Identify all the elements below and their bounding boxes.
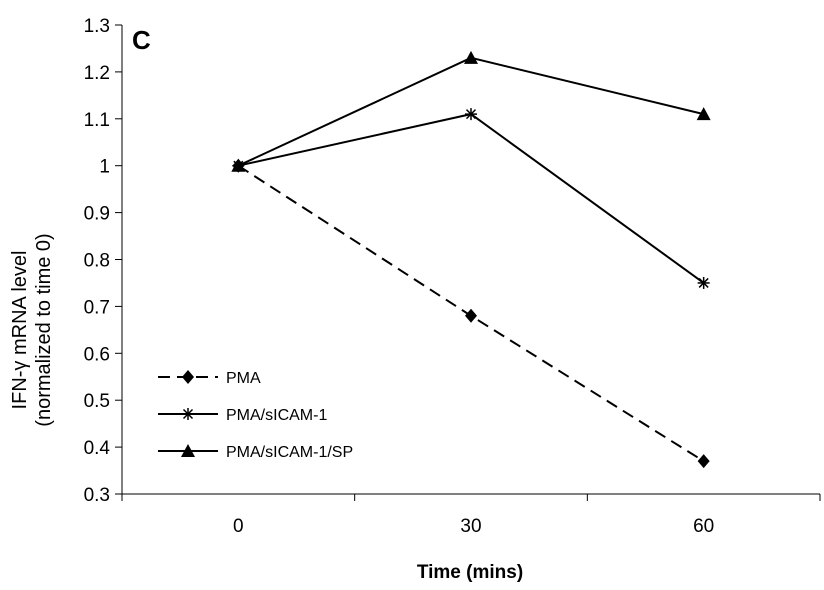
panel-label: C bbox=[132, 25, 151, 55]
data-point bbox=[465, 108, 477, 121]
legend-marker bbox=[182, 370, 194, 384]
series-line-1 bbox=[238, 113, 705, 284]
legend-item-0: PMA bbox=[158, 370, 261, 387]
legend-label: PMA/sICAM-1 bbox=[226, 407, 327, 424]
y-tick-label: 0.5 bbox=[84, 391, 110, 412]
data-point bbox=[464, 50, 478, 64]
y-axis-label-line2: (normalized to time 0) bbox=[33, 233, 55, 426]
data-point bbox=[697, 276, 710, 289]
x-tick-label: 60 bbox=[693, 516, 714, 537]
legend-marker bbox=[181, 444, 195, 457]
y-tick-label: 0.3 bbox=[84, 485, 110, 506]
x-axis: 0 30 60 bbox=[121, 493, 821, 537]
y-tick-label: 0.9 bbox=[84, 204, 110, 225]
x-tick-label: 30 bbox=[460, 516, 481, 537]
y-tick-label: 0.7 bbox=[84, 297, 110, 318]
legend-label: PMA bbox=[226, 370, 261, 387]
y-axis-label-line1: IFN-γ mRNA level bbox=[9, 251, 31, 410]
series-layer bbox=[231, 50, 711, 469]
y-tick-label: 1.2 bbox=[84, 63, 110, 84]
data-point bbox=[696, 107, 711, 121]
y-tick-label: 0.4 bbox=[84, 438, 111, 459]
legend-item-1: PMA/sICAM-1 bbox=[158, 407, 327, 424]
y-tick-label: 1 bbox=[99, 157, 110, 178]
y-tick-label: 0.6 bbox=[84, 344, 110, 365]
y-axis: 0.3 0.4 0.5 0.6 0.7 0.8 0.9 1 1.1 1.2 1.3 bbox=[84, 16, 123, 506]
legend-label: PMA/sICAM-1/SP bbox=[226, 444, 353, 461]
x-tick-label: 0 bbox=[233, 516, 244, 537]
x-axis-label: Time (mins) bbox=[417, 562, 523, 583]
y-tick-label: 1.1 bbox=[84, 110, 110, 131]
series-2 bbox=[231, 50, 711, 172]
data-point bbox=[231, 158, 246, 172]
y-axis-label: IFN-γ mRNA level (normalized to time 0) bbox=[9, 233, 55, 426]
legend-item-2: PMA/sICAM-1/SP bbox=[158, 444, 353, 461]
y-tick-label: 1.3 bbox=[84, 16, 110, 37]
legend: PMA PMA/sICAM-1 PMA/sICAM-1/SP bbox=[158, 370, 353, 461]
data-point bbox=[465, 308, 477, 323]
y-tick-label: 0.8 bbox=[84, 251, 110, 272]
data-point bbox=[697, 454, 710, 469]
legend-marker bbox=[182, 408, 194, 420]
